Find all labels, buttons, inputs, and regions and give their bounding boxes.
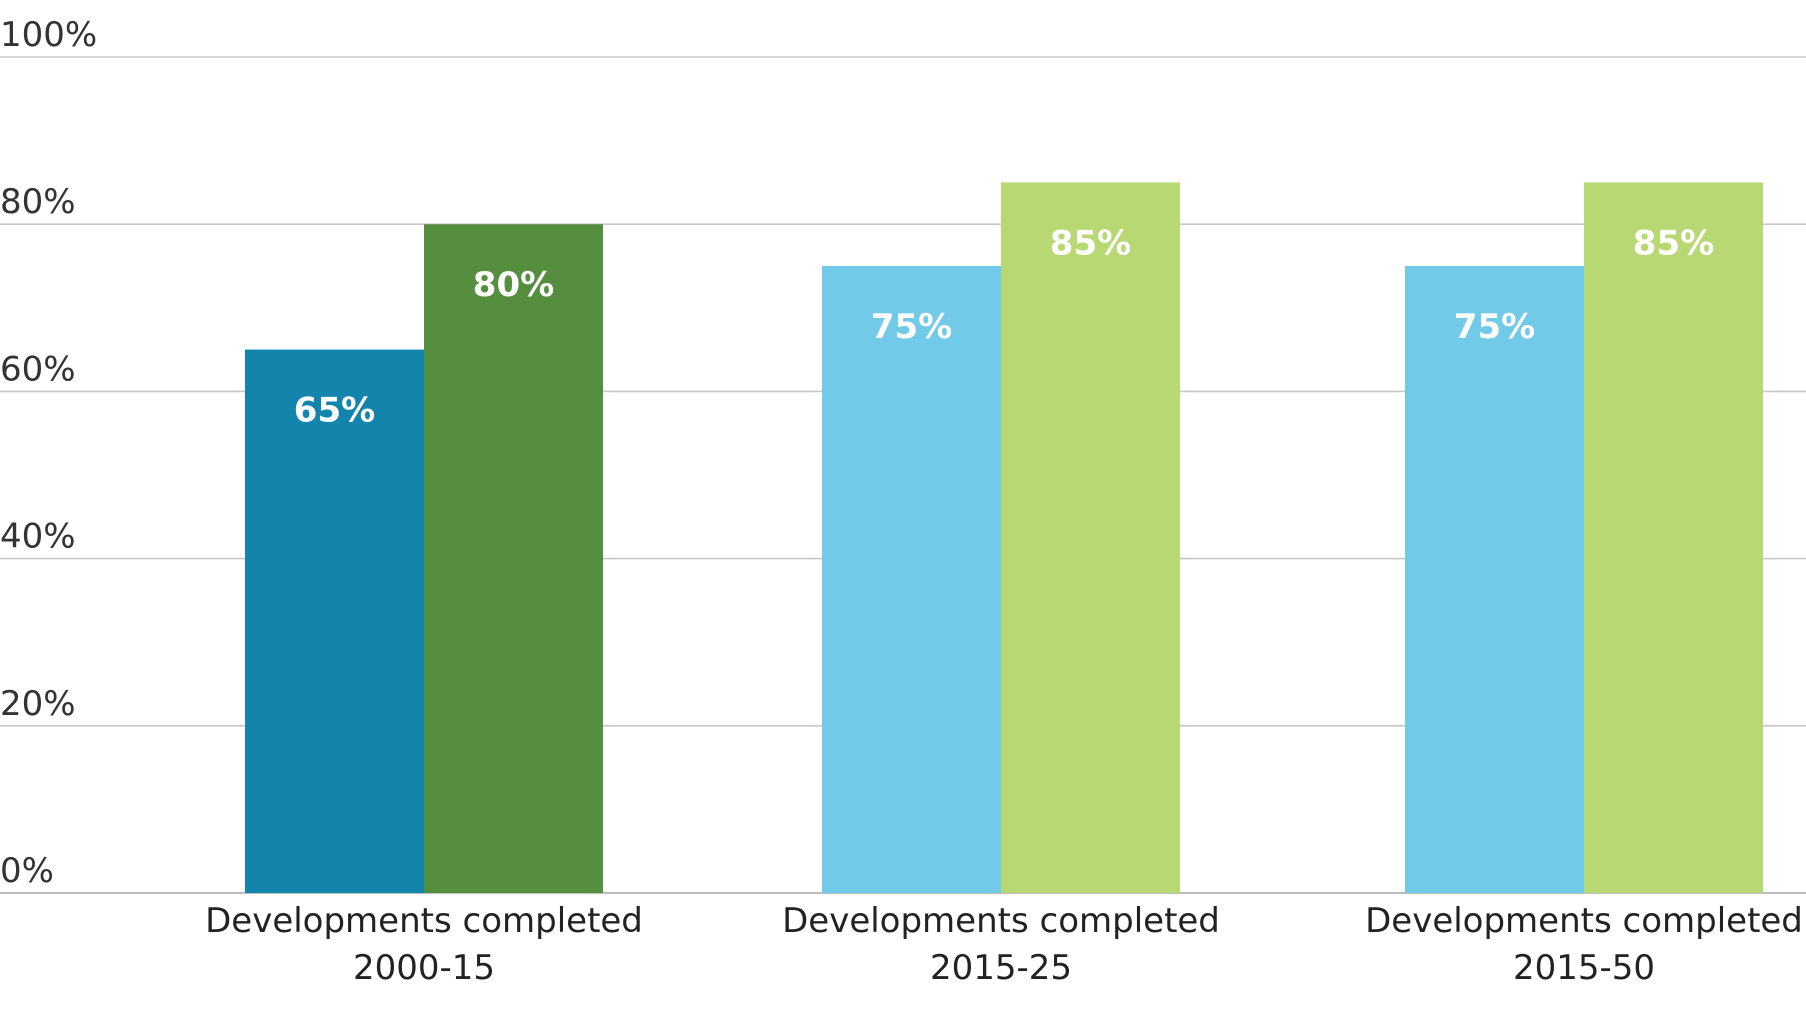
data-labels: 65% 80% 75% 85% 75% 85% [294, 223, 1714, 430]
x-tick-label: 2015-25 [930, 948, 1072, 988]
x-tick-label: 2000-15 [353, 948, 495, 988]
data-label: 75% [871, 307, 952, 347]
x-tick-label: Developments completed [782, 901, 1220, 941]
data-label: 65% [294, 391, 375, 431]
y-axis: 0% 20% 40% 60% 80% 100% [0, 15, 97, 891]
y-tick-label: 0% [0, 851, 54, 891]
y-tick-label: 60% [0, 349, 76, 389]
y-tick-label: 80% [0, 182, 76, 222]
x-tick-label: 2015-50 [1513, 948, 1655, 988]
y-tick-label: 40% [0, 517, 76, 557]
bar [1584, 182, 1763, 893]
data-label: 80% [473, 265, 554, 305]
y-tick-label: 20% [0, 684, 76, 724]
bar [245, 349, 424, 894]
bar [1001, 182, 1180, 893]
data-label: 85% [1633, 223, 1714, 263]
data-label: 75% [1454, 307, 1535, 347]
x-tick-label: Developments completed [1365, 901, 1803, 941]
bar [822, 266, 1001, 893]
x-tick-label: Developments completed [205, 901, 643, 941]
bars [245, 182, 1763, 894]
data-label: 85% [1050, 223, 1131, 263]
y-tick-label: 100% [0, 15, 97, 55]
x-axis: Developments completed 2000-15 Development… [205, 901, 1803, 988]
bar [424, 224, 603, 893]
bar [1405, 266, 1584, 893]
